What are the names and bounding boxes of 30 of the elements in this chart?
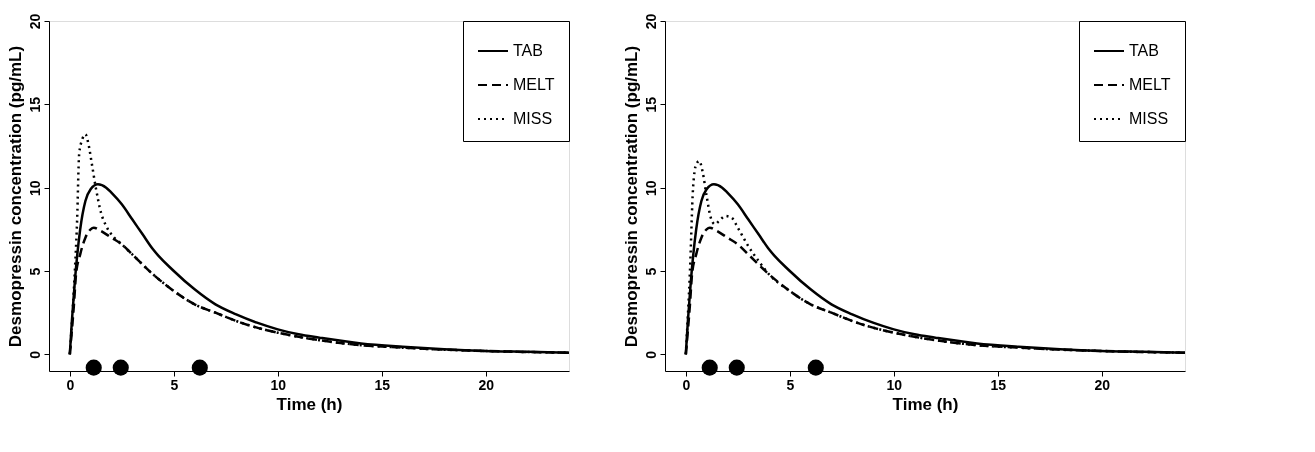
y-axis-title: Desmopressin concentration (pg/mL) [621,45,641,348]
legend-label: MELT [1129,76,1171,93]
legend-label: TAB [1129,42,1159,59]
y-tick-label: 20 [26,13,43,30]
x-tick-label: 0 [66,376,75,393]
y-tick-label: 0 [26,350,43,359]
legend-label: MISS [1129,110,1169,127]
x-tick-label: 20 [478,376,495,393]
x-tick-label: 15 [374,376,391,393]
y-tick-label: 10 [26,180,43,196]
y-tick-label: 15 [642,96,659,113]
y-tick-label: 10 [642,180,659,196]
y-tick-label: 0 [642,350,659,359]
x-tick-label: 0 [682,376,691,393]
x-tick-label: 5 [786,376,795,393]
legend-label: MISS [513,110,553,127]
x-tick-label: 15 [990,376,1007,393]
y-tick-label: 15 [26,96,43,113]
x-axis-title: Time (h) [892,394,959,414]
legend-label: MELT [513,76,555,93]
x-axis-title: Time (h) [276,394,343,414]
y-axis-title: Desmopressin concentration (pg/mL) [5,45,25,348]
x-tick-label: 10 [270,376,287,393]
y-tick-label: 5 [26,267,43,276]
x-tick-label: 20 [1094,376,1111,393]
legend-label: TAB [513,42,543,59]
y-tick-label: 5 [642,267,659,276]
x-tick-label: 5 [170,376,179,393]
x-tick-label: 10 [886,376,903,393]
y-tick-label: 20 [642,13,659,30]
